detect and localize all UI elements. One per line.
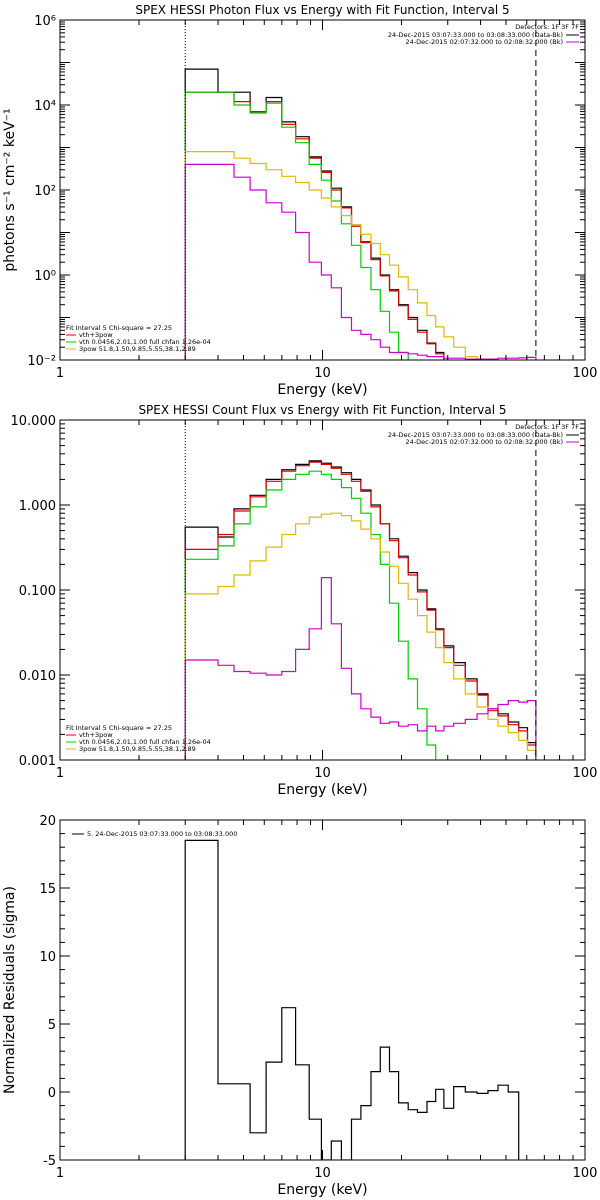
y-tick-label: 10²: [34, 184, 56, 199]
series-group: [184, 839, 520, 1160]
y-tick-label: 0: [48, 1086, 56, 1101]
series-residuals: [184, 839, 520, 1160]
x-tick-label: 10: [314, 366, 331, 381]
y-tick-label: 10⁴: [34, 99, 56, 114]
x-tick-label: 10: [314, 766, 331, 781]
y-tick-label: 10.000: [11, 414, 57, 429]
x-axis-label: Energy (keV): [277, 782, 367, 798]
y-axis-label: photons s⁻¹ cm⁻² keV⁻¹: [2, 108, 18, 271]
fit-legend-entry: vth+3pow: [79, 731, 113, 739]
y-axis-label: Normalized Residuals (sigma): [2, 886, 18, 1094]
fit-legend-entry: vth 0.0456,2.01,1.00 full chfan 1.26e-04: [79, 338, 211, 346]
fit-legend-entry: 3pow 51.8,1.50,9.85,5.55,38.1,2.89: [79, 745, 196, 753]
x-axis-label: Energy (keV): [277, 1182, 367, 1198]
y-tick-label: 20: [39, 814, 56, 829]
fit-legend-header: Fit Interval 5 Chi-square = 27.25: [66, 724, 172, 732]
y-tick-label: 0.100: [19, 584, 56, 599]
plot-frame: [59, 19, 586, 361]
legend-entry: 5. 24-Dec-2015 03:07:33.000 to 03:08:33.…: [87, 830, 237, 838]
x-tick-label: 100: [573, 1166, 598, 1181]
series-3pow: [184, 512, 537, 760]
x-tick-label: 1: [56, 366, 64, 381]
series-vth: [184, 470, 437, 760]
time-legend-entry: 24-Dec-2015 02:07:32.000 to 02:08:32.000…: [406, 438, 564, 446]
series-group: [184, 460, 537, 760]
series-3pow: [184, 151, 478, 360]
fit-legend-entry: 3pow 51.8,1.50,9.85,5.55,38.1,2.89: [79, 345, 196, 353]
time-legend-entry: 24-Dec-2015 02:07:32.000 to 02:08:32.000…: [406, 38, 564, 46]
series-bk: [184, 163, 537, 360]
y-tick-label: 5: [48, 1018, 56, 1033]
chart-residuals: 1 10 100 -5 0 5 10 15 20 Energy (keV) Normalized R…: [2, 814, 597, 1198]
fit-legend-header: Fit Interval 5 Chi-square = 27.25: [66, 324, 172, 332]
time-legend-entry: 24-Dec-2015 03:07:33.000 to 03:08:33.000…: [388, 431, 563, 439]
y-tick-label: 10⁻²: [27, 354, 56, 369]
time-legend-entry: 24-Dec-2015 03:07:33.000 to 03:08:33.000…: [388, 31, 563, 39]
y-tick-label: 10⁰: [34, 269, 56, 284]
x-axis-label: Energy (keV): [277, 382, 367, 398]
y-tick-label: -5: [43, 1154, 56, 1169]
y-tick-label: 1.000: [19, 499, 56, 514]
detectors-label: Detectors: 1F 3F 7F: [515, 23, 579, 31]
detectors-label: Detectors: 1F 3F 7F: [515, 423, 579, 431]
plot-frame: [59, 819, 586, 1161]
y-tick-label: 0.010: [19, 669, 56, 684]
y-tick-label: 10: [39, 950, 56, 965]
x-tick-label: 100: [573, 366, 598, 381]
chart-title: SPEX HESSI Photon Flux vs Energy with Fi…: [135, 3, 509, 17]
x-tick-label: 10: [314, 1166, 331, 1181]
series-group: [184, 68, 537, 360]
chart-title: SPEX HESSI Count Flux vs Energy with Fit…: [138, 403, 506, 417]
chart-count: 1 10 100 0.001 0.010 0.100 1.000 10.000 SPEX HES…: [11, 403, 598, 798]
plot-frame: [59, 419, 586, 761]
y-tick-label: 10⁶: [34, 14, 56, 29]
y-tick-label: 0.001: [19, 754, 56, 769]
chart-photon: 1 10 100 10⁻² 10⁰ 10² 10⁴ 10⁶ SPEX HESSI Photon …: [2, 3, 598, 398]
fit-legend-entry: vth+3pow: [79, 331, 113, 339]
series-bk: [184, 577, 537, 760]
series-vth: [184, 91, 409, 360]
x-tick-label: 1: [56, 1166, 64, 1181]
x-tick-label: 1: [56, 766, 64, 781]
x-tick-label: 100: [573, 766, 598, 781]
y-tick-label: 15: [39, 882, 56, 897]
fit-legend-entry: vth 0.0456,2.01,1.00 full chfan 1.26e-04: [79, 738, 211, 746]
